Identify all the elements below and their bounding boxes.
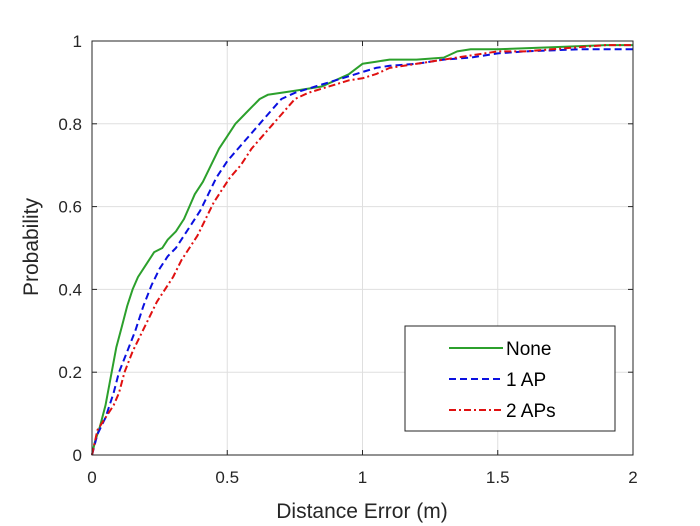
y-tick-label: 0.4: [58, 280, 82, 299]
legend: None 1 AP 2 APs: [404, 325, 616, 432]
x-tick-label: 2: [628, 468, 637, 487]
y-tick-label: 0.2: [58, 363, 82, 382]
y-tick-label: 1: [73, 32, 82, 51]
x-tick-label: 1.5: [486, 468, 510, 487]
y-tick-label: 0.8: [58, 115, 82, 134]
legend-label-none: None: [506, 339, 551, 360]
legend-label-2-aps: 2 APs: [506, 401, 556, 422]
y-axis-label: Probability: [20, 197, 43, 296]
series-lines: [91, 44, 633, 456]
axes: [91, 40, 634, 456]
x-axis-label: Distance Error (m): [276, 500, 448, 523]
legend-label-1-ap: 1 AP: [506, 370, 546, 391]
legend-box: [404, 325, 616, 432]
x-tick-label: 0.5: [215, 468, 239, 487]
series-line-none: [91, 44, 633, 456]
x-tick-label: 1: [358, 468, 367, 487]
y-tick-label: 0: [73, 446, 82, 465]
x-tick-label: 0: [87, 468, 96, 487]
plot-frame: [91, 40, 634, 456]
tick-labels: 0 0.5 1 1.5 2 0 0.2 0.4 0.6 0.8 1: [58, 32, 637, 487]
y-tick-label: 0.6: [58, 198, 82, 217]
series-line-2-aps: [91, 44, 633, 456]
